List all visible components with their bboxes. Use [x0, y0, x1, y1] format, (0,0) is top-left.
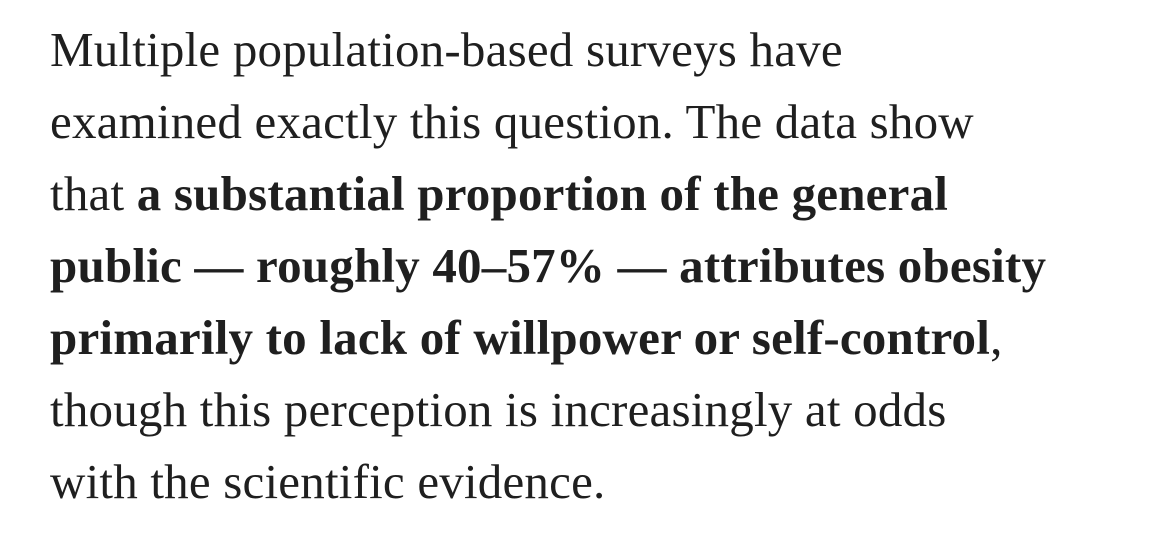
text: Multiple population-based surveys have	[50, 22, 843, 77]
paragraph: Multiple population-based surveys have ex…	[50, 14, 1160, 518]
bold-text: public — roughly 40–57% — attributes obe…	[50, 238, 1047, 293]
text-line: with the scientific evidence.	[50, 446, 1160, 518]
text-line: Multiple population-based surveys have	[50, 14, 1160, 86]
text: examined exactly this question. The data…	[50, 94, 974, 149]
text: that	[50, 166, 137, 221]
text: ,	[990, 310, 1003, 365]
text-line: examined exactly this question. The data…	[50, 86, 1160, 158]
text-line: public — roughly 40–57% — attributes obe…	[50, 230, 1160, 302]
text-line: though this perception is increasingly a…	[50, 374, 1160, 446]
text-line: that a substantial proportion of the gen…	[50, 158, 1160, 230]
text-line: primarily to lack of willpower or self-c…	[50, 302, 1160, 374]
text: with the scientific evidence.	[50, 454, 606, 509]
text: though this perception is increasingly a…	[50, 382, 947, 437]
bold-text: primarily to lack of willpower or self-c…	[50, 310, 991, 365]
bold-text: a substantial proportion of the general	[136, 166, 949, 221]
